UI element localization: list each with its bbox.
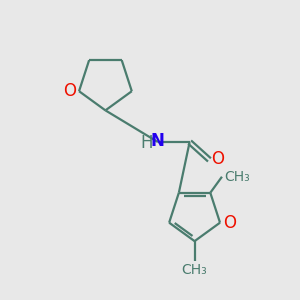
Text: CH₃: CH₃ [182, 263, 208, 277]
Text: O: O [223, 214, 236, 232]
Text: CH₃: CH₃ [224, 170, 250, 184]
Text: O: O [63, 82, 76, 100]
Text: H: H [141, 134, 153, 152]
Text: O: O [212, 150, 224, 168]
Text: N: N [151, 132, 165, 150]
